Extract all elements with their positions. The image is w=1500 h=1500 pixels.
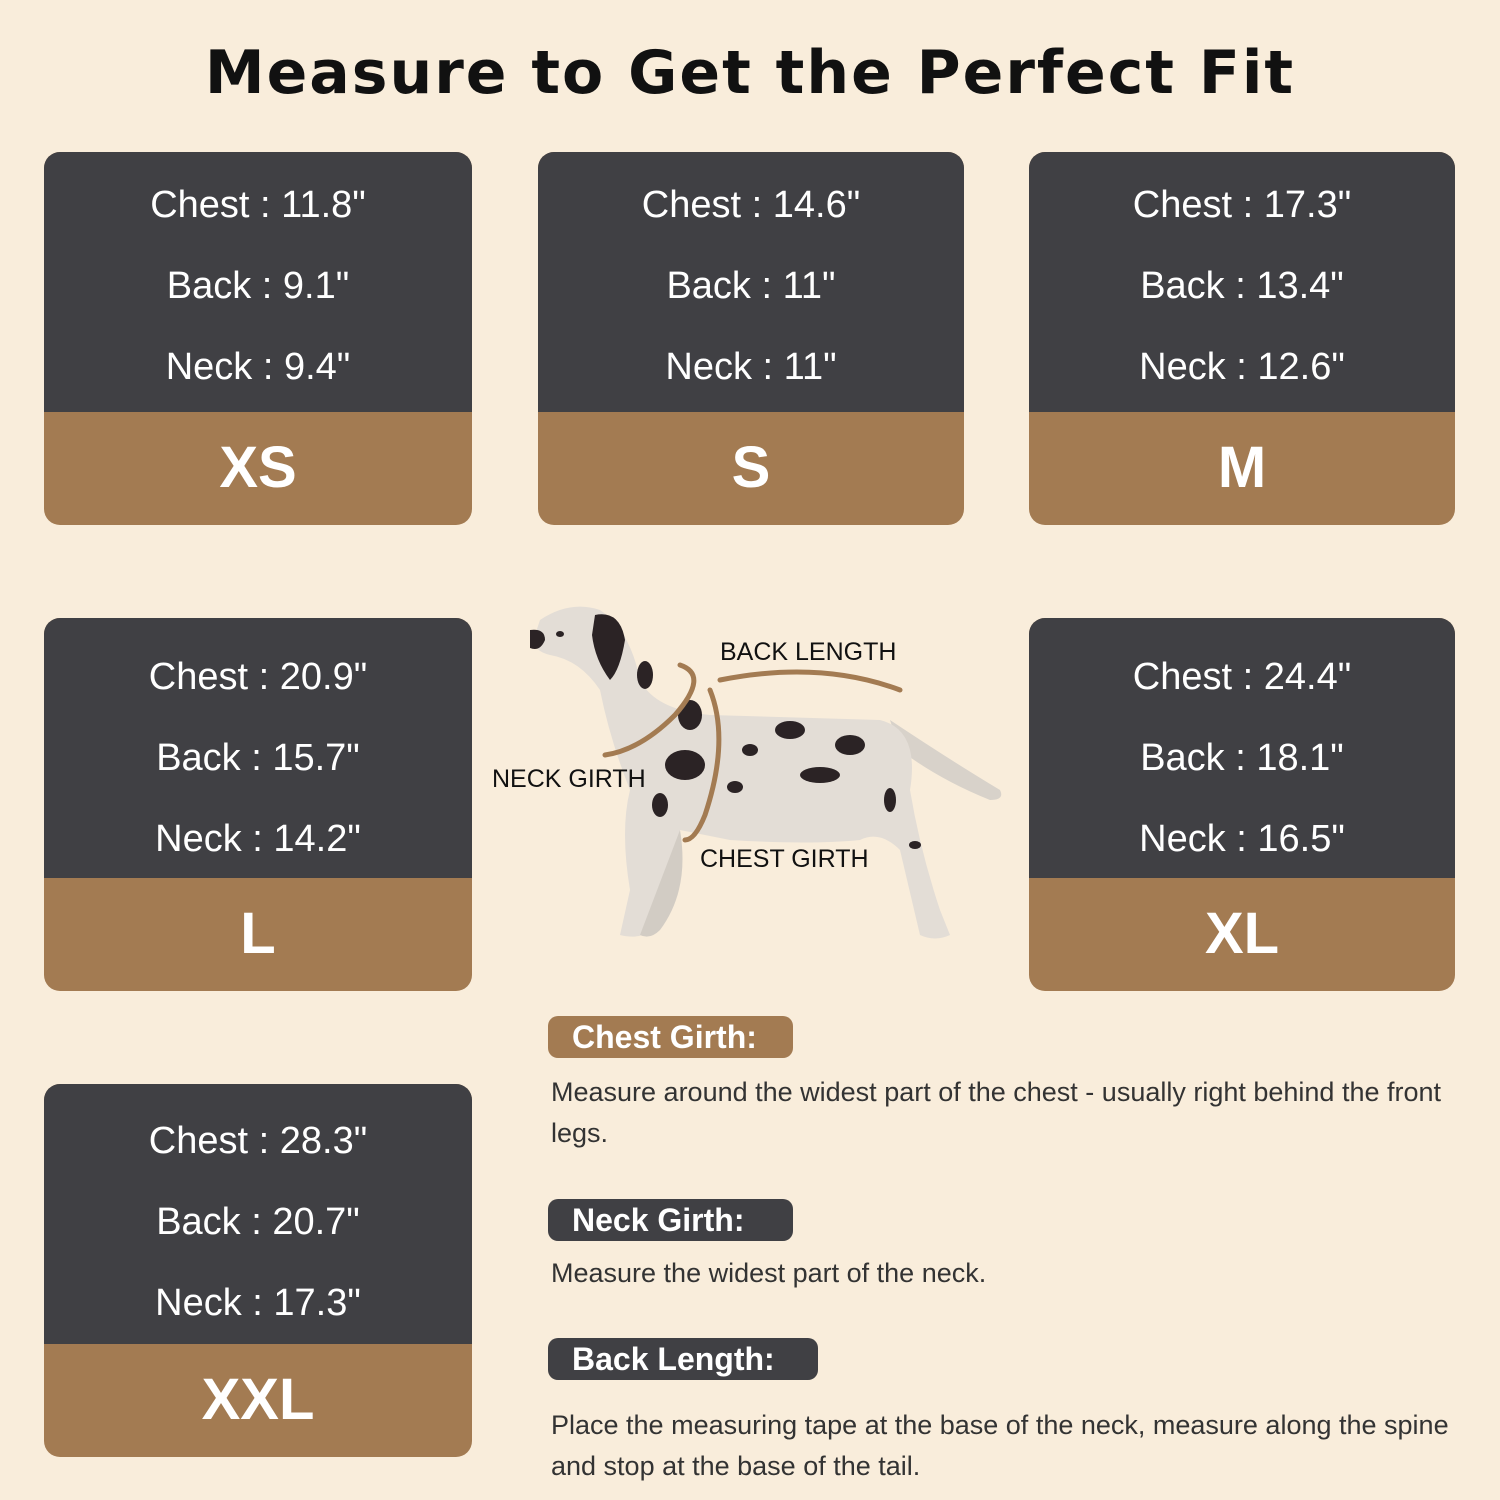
page-title: Measure to Get the Perfect Fit bbox=[204, 38, 1296, 108]
size-card-s: Chest : 14.6" Back : 11" Neck : 11" S bbox=[538, 152, 964, 525]
chest-value: Chest : 17.3" bbox=[1132, 184, 1352, 226]
chest-girth-description: Measure around the widest part of the ch… bbox=[551, 1077, 1442, 1148]
neck-girth-heading: Neck Girth: bbox=[548, 1199, 793, 1241]
neck-girth-label: NECK GIRTH bbox=[492, 765, 646, 793]
chest-value: Chest : 14.6" bbox=[641, 184, 861, 226]
size-label: S bbox=[731, 435, 771, 500]
neck-value: Neck : 16.5" bbox=[1139, 818, 1345, 860]
size-label: M bbox=[1217, 435, 1267, 500]
size-card-xl: Chest : 24.4" Back : 18.1" Neck : 16.5" … bbox=[1029, 618, 1455, 991]
neck-value: Neck : 14.2" bbox=[155, 818, 361, 860]
size-label: L bbox=[240, 901, 276, 966]
back-length-description: Place the measuring tape at the base of … bbox=[551, 1410, 1449, 1481]
chest-value: Chest : 28.3" bbox=[148, 1120, 368, 1162]
dalmatian-illustration bbox=[530, 606, 1002, 939]
back-value: Back : 18.1" bbox=[1140, 737, 1344, 779]
size-card-xxl: Chest : 28.3" Back : 20.7" Neck : 17.3" … bbox=[44, 1084, 472, 1457]
size-label: XS bbox=[219, 435, 297, 500]
neck-value: Neck : 12.6" bbox=[1139, 346, 1345, 388]
size-label: XXL bbox=[201, 1367, 315, 1432]
chest-girth-heading: Chest Girth: bbox=[548, 1016, 793, 1058]
chest-value: Chest : 24.4" bbox=[1132, 656, 1352, 698]
back-value: Back : 9.1" bbox=[166, 265, 350, 307]
chest-value: Chest : 11.8" bbox=[150, 184, 366, 226]
back-length-heading: Back Length: bbox=[548, 1338, 818, 1380]
neck-value: Neck : 11" bbox=[665, 346, 837, 388]
back-value: Back : 20.7" bbox=[156, 1201, 360, 1243]
chest-value: Chest : 20.9" bbox=[148, 656, 368, 698]
neck-value: Neck : 9.4" bbox=[165, 346, 351, 388]
size-label: XL bbox=[1204, 901, 1280, 966]
size-card-xs: Chest : 11.8" Back : 9.1" Neck : 9.4" XS bbox=[44, 152, 472, 525]
back-value: Back : 11" bbox=[666, 265, 836, 307]
neck-value: Neck : 17.3" bbox=[155, 1282, 361, 1324]
size-card-l: Chest : 20.9" Back : 15.7" Neck : 14.2" … bbox=[44, 618, 472, 991]
back-value: Back : 13.4" bbox=[1140, 265, 1344, 307]
neck-girth-description: Measure the widest part of the neck. bbox=[551, 1258, 987, 1288]
chest-girth-label: CHEST GIRTH bbox=[700, 845, 869, 873]
size-card-m: Chest : 17.3" Back : 13.4" Neck : 12.6" … bbox=[1029, 152, 1455, 525]
back-value: Back : 15.7" bbox=[156, 737, 360, 779]
back-length-label: BACK LENGTH bbox=[720, 638, 897, 666]
